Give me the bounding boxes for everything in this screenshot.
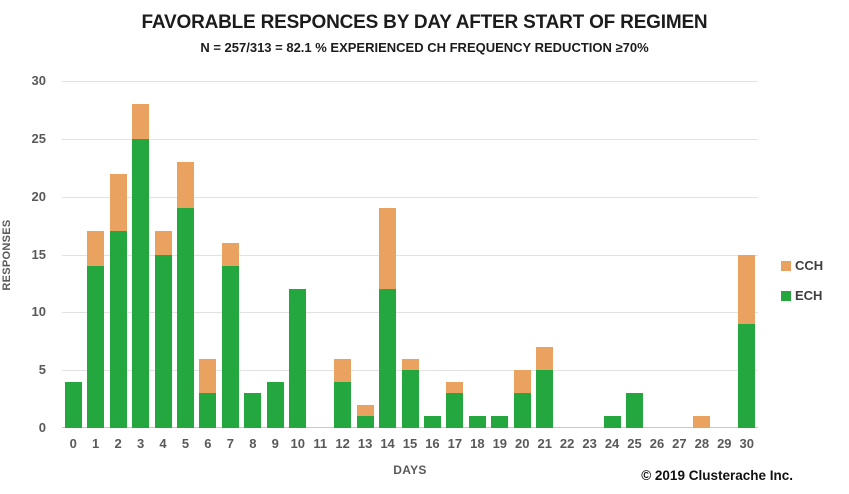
bar-ech-day-2: [109, 231, 127, 428]
plot-area: [62, 81, 758, 428]
x-tick-day-12: 12: [335, 436, 350, 451]
bar-cch-day-15: [401, 358, 419, 371]
y-tick-30: 30: [31, 73, 46, 88]
legend-label-ech: ECH: [795, 288, 823, 303]
bar-cch-day-21: [536, 347, 554, 371]
y-tick-0: 0: [38, 420, 46, 435]
legend-label-cch: CCH: [795, 258, 824, 273]
y-tick-5: 5: [38, 362, 46, 378]
x-tick-day-13: 13: [357, 436, 373, 451]
bar-cch-day-14: [379, 208, 397, 290]
legend-item-cch: CCH: [781, 258, 823, 273]
bar-cch-day-7: [221, 242, 239, 267]
bar-ech-day-17: [446, 393, 464, 428]
x-tick-day-2: 2: [114, 436, 122, 451]
x-tick-day-21: 21: [537, 436, 552, 451]
legend-item-ech: ECH: [781, 288, 823, 303]
x-tick-day-25: 25: [627, 436, 642, 451]
bar-ech-day-16: [423, 416, 441, 428]
x-tick-day-10: 10: [290, 436, 305, 451]
y-tick-15: 15: [31, 246, 46, 262]
x-tick-day-1: 1: [92, 436, 100, 451]
bar-ech-day-13: [356, 416, 374, 428]
y-tick-10: 10: [31, 304, 46, 320]
x-tick-day-9: 9: [271, 436, 279, 451]
bar-ech-day-7: [221, 266, 239, 428]
x-tick-day-19: 19: [492, 436, 508, 451]
bar-ech-day-25: [626, 393, 644, 428]
bar-cch-day-1: [87, 231, 105, 267]
x-tick-day-11: 11: [313, 436, 328, 451]
y-tick-20: 20: [31, 188, 46, 204]
bar-ech-day-6: [199, 393, 217, 428]
y-tick-25: 25: [31, 130, 46, 146]
x-tick-day-7: 7: [226, 436, 234, 451]
bar-ech-day-1: [87, 266, 105, 428]
x-tick-day-16: 16: [425, 436, 440, 451]
bar-ech-day-15: [401, 370, 419, 428]
bar-cch-day-2: [109, 173, 127, 232]
gridline-y-30: [62, 81, 758, 82]
bar-cch-day-6: [199, 358, 217, 394]
x-tick-day-28: 28: [694, 436, 710, 451]
bar-ech-day-30: [738, 323, 756, 428]
x-tick-day-24: 24: [604, 436, 620, 451]
x-tick-day-27: 27: [672, 436, 687, 451]
bar-ech-day-0: [64, 381, 82, 428]
bar-ech-day-3: [132, 138, 150, 428]
chart-title: FAVORABLE RESPONCES BY DAY AFTER START O…: [141, 12, 708, 33]
bar-cch-day-20: [513, 370, 531, 394]
x-tick-day-17: 17: [447, 436, 463, 451]
x-tick-day-26: 26: [649, 436, 665, 451]
x-tick-day-4: 4: [159, 436, 167, 451]
bar-ech-day-21: [536, 370, 554, 428]
gridline-y-10: [62, 312, 758, 314]
bar-ech-day-18: [468, 416, 486, 428]
x-tick-day-8: 8: [249, 436, 257, 451]
bar-ech-day-8: [244, 393, 262, 428]
x-tick-day-23: 23: [582, 436, 597, 451]
bar-ech-day-12: [334, 381, 352, 428]
x-tick-day-3: 3: [136, 436, 145, 451]
chart-subtitle: N = 257/313 = 82.1 % EXPERIENCED CH FREQ…: [200, 40, 649, 55]
x-tick-day-0: 0: [69, 436, 77, 451]
bar-cch-day-28: [693, 416, 711, 428]
bar-ech-day-9: [266, 381, 284, 428]
legend: CCH ECH: [781, 258, 823, 318]
legend-swatch-cch-icon: [781, 260, 791, 271]
bar-cch-day-3: [132, 104, 150, 139]
x-tick-day-18: 18: [470, 436, 485, 451]
bar-cch-day-30: [738, 254, 756, 324]
gridline-y-20: [62, 196, 758, 198]
gridline-y-25: [62, 138, 758, 140]
x-tick-day-15: 15: [402, 436, 418, 451]
bar-ech-day-10: [289, 289, 307, 428]
x-axis-title: DAYS: [393, 463, 427, 477]
bar-cch-day-4: [154, 231, 172, 255]
x-tick-day-20: 20: [515, 436, 530, 451]
bar-ech-day-14: [379, 289, 397, 428]
bar-ech-day-5: [176, 208, 194, 428]
bar-ech-day-24: [603, 416, 621, 428]
bar-cch-day-13: [356, 404, 374, 417]
bar-cch-day-17: [446, 381, 464, 394]
bar-ech-day-4: [154, 254, 172, 428]
x-tick-day-6: 6: [204, 436, 212, 451]
x-tick-day-5: 5: [181, 436, 190, 451]
bar-cch-day-12: [334, 358, 352, 382]
x-tick-day-29: 29: [717, 436, 732, 451]
x-tick-day-30: 30: [739, 436, 754, 451]
bar-cch-day-5: [176, 161, 194, 209]
x-tick-day-14: 14: [380, 436, 395, 451]
bar-ech-day-20: [513, 393, 531, 428]
copyright-text: © 2019 Clusterache Inc.: [641, 468, 793, 483]
legend-swatch-ech-icon: [781, 290, 791, 301]
gridline-y-15: [62, 254, 758, 256]
bar-ech-day-19: [491, 416, 509, 428]
x-tick-day-22: 22: [559, 436, 575, 451]
